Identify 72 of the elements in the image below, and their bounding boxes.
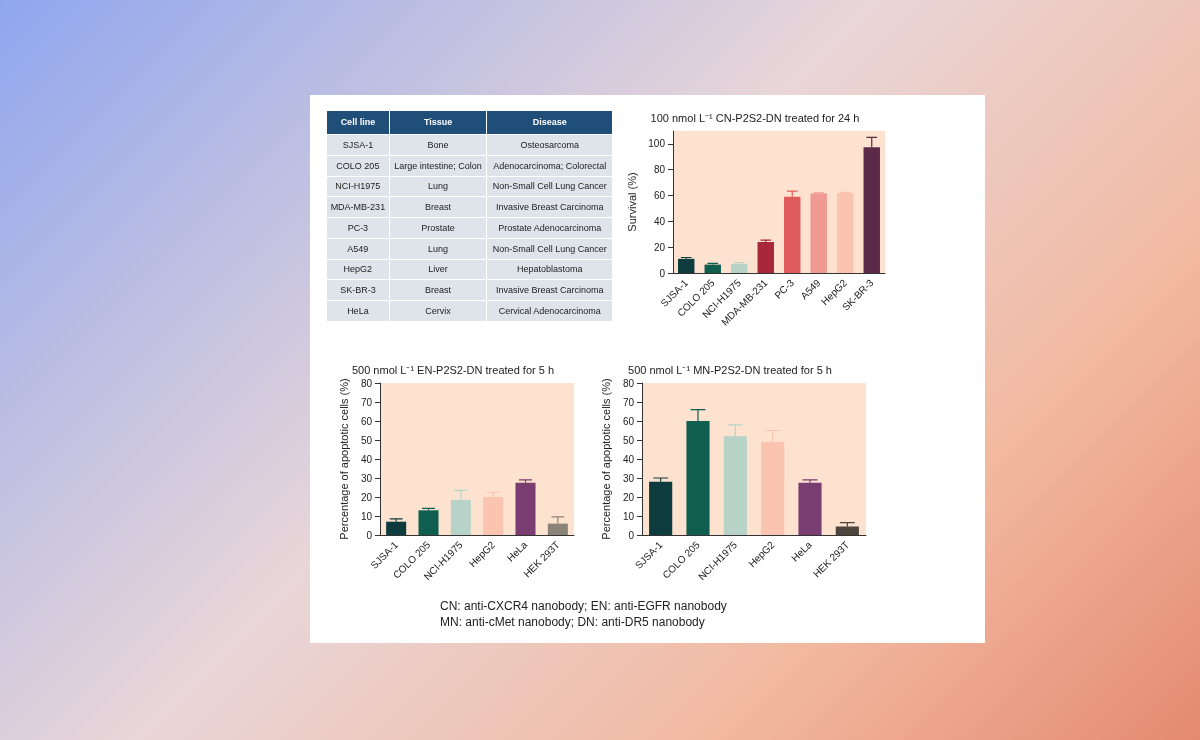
text: Lung [428,243,449,254]
text: Invasive Breast Carcinoma [495,202,604,213]
bar [704,264,721,273]
text: NCI-H1975 [335,181,381,192]
y-tick-label: 0 [659,267,666,279]
chart-title: 100 nmol L⁻¹ CN-P2S2-DN treated for 24 h [650,111,860,124]
y-tick-label: 40 [653,215,666,227]
text: CN: anti-CXCR4 nanobody; EN: anti-EGFR nanobody [440,598,728,614]
text: Non-Small Cell Lung Cancer [492,243,607,254]
y-tick-label: 60 [622,415,635,427]
bar [798,482,822,535]
text: Non-Small Cell Lung Cancer [492,181,607,192]
y-axis-title: Percentage of apoptotic cells (%) [600,378,613,540]
y-tick-label: 30 [622,472,635,484]
text: MN: anti-cMet nanobody; DN: anti-DR5 nanobody [440,614,706,630]
text: A549 [347,243,369,254]
text: Hepatoblastoma [516,264,583,275]
bar [418,510,439,535]
text: SJSA-1 [342,139,374,150]
text: PC-3 [347,222,369,233]
y-tick-label: 100 [648,138,666,150]
y-tick-label: 80 [360,377,373,389]
y-tick-label: 20 [653,241,666,253]
y-tick-label: 40 [360,453,373,465]
bar [386,521,407,535]
y-tick-label: 60 [653,190,666,202]
text: Large intestine; Colon [394,160,482,171]
text: Cervical Adenocarcinoma [498,306,601,317]
bar [837,192,854,273]
bar [810,193,827,273]
chart-title: 500 nmol L⁻¹ MN-P2S2-DN treated for 5 h [628,363,832,376]
y-tick-label: 80 [653,164,666,176]
y-tick-label: 10 [622,510,635,522]
category-label: Cell line [326,110,390,135]
y-tick-label: 40 [622,453,635,465]
text: MDA-MB-231 [330,202,386,213]
text: Bone [427,139,449,150]
text: Breast [425,202,452,213]
y-tick-label: 50 [622,434,635,446]
text: Liver [428,264,448,275]
bar [757,242,774,273]
y-axis-title: Percentage of apoptotic cells (%) [338,378,351,540]
bar [678,258,695,273]
text: Prostate Adenocarcinoma [498,222,602,233]
text: HepG2 [343,264,373,275]
text: Cervix [425,306,451,317]
y-tick-label: 0 [628,529,635,541]
bar [835,526,859,535]
y-tick-label: 20 [622,491,635,503]
y-tick-label: 50 [360,434,373,446]
bar [649,481,673,535]
y-tick-label: 0 [366,529,373,541]
y-axis-title: Survival (%) [625,172,638,232]
bar [515,482,536,535]
y-tick-label: 60 [360,415,373,427]
chart-title: 500 nmol L⁻¹ EN-P2S2-DN treated for 5 h [351,363,555,376]
y-tick-label: 10 [360,510,373,522]
text: Prostate [421,222,455,233]
text: COLO 205 [336,160,380,171]
y-tick-label: 70 [622,396,635,408]
text: Breast [425,285,452,296]
y-tick-label: 80 [622,377,635,389]
category-label: Tissue [389,110,487,135]
text: Invasive Breast Carcinoma [495,285,604,296]
text: Adenocarcinoma; Colorectal [493,160,607,171]
text: Osteosarcoma [520,139,579,150]
y-tick-label: 30 [360,472,373,484]
y-tick-label: 20 [360,491,373,503]
bar [731,263,748,273]
category-label: Disease [486,110,613,135]
y-tick-label: 70 [360,396,373,408]
text: Lung [428,181,449,192]
